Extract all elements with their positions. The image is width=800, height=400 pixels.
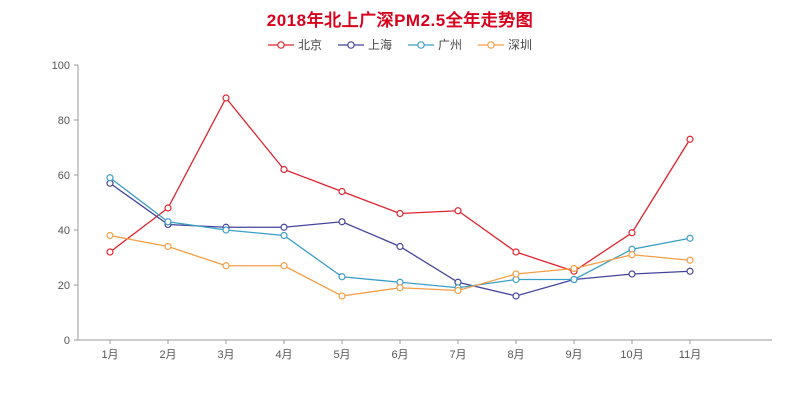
x-axis-label: 2月 [159, 349, 176, 361]
legend-item-label: 北京 [297, 38, 322, 52]
data-point [512, 270, 520, 278]
x-axis-label: 3月 [217, 349, 234, 361]
data-point [686, 234, 694, 242]
data-point [280, 262, 288, 270]
series-line [109, 177, 691, 289]
y-axis-label: 100 [52, 60, 70, 72]
data-point [686, 256, 694, 264]
legend-marker-icon [478, 40, 505, 49]
data-point [222, 226, 230, 234]
legend-item-label: 深圳 [508, 38, 533, 52]
legend-item[interactable]: 深圳 [478, 36, 532, 53]
y-axis-label: 40 [58, 225, 70, 237]
data-point [338, 292, 346, 300]
data-point [454, 286, 462, 295]
x-axis-label: 1月 [101, 349, 118, 361]
data-point [280, 231, 288, 240]
x-axis-label: 6月 [391, 349, 408, 361]
legend-marker-icon [267, 40, 294, 49]
y-axis-label: 0 [64, 335, 70, 347]
data-point [512, 248, 520, 256]
legend-marker-icon [408, 40, 434, 49]
data-point [628, 229, 636, 237]
x-axis-label: 4月 [275, 349, 292, 361]
data-point [164, 218, 172, 226]
y-axis-label: 20 [58, 280, 70, 292]
y-axis-label: 80 [58, 115, 70, 127]
data-point [628, 270, 636, 278]
legend-item[interactable]: 北京 [267, 36, 322, 53]
data-point [338, 187, 346, 196]
legend-marker-icon [337, 40, 364, 49]
data-point [106, 174, 114, 182]
data-point [512, 292, 520, 300]
data-point [164, 204, 172, 212]
data-point [570, 264, 578, 273]
x-axis-label: 7月 [449, 349, 466, 361]
data-point [454, 207, 462, 215]
data-point [686, 135, 694, 143]
data-point [686, 267, 694, 275]
chart-legend: 北京 上海 广州 深圳 [0, 36, 800, 53]
data-point [164, 242, 172, 251]
x-axis-label: 10月 [620, 349, 643, 361]
chart-title: 2018年北上广深PM2.5全年走势图 [266, 11, 534, 30]
y-axis-label: 60 [58, 170, 70, 182]
data-point [222, 94, 230, 102]
data-point [396, 284, 404, 292]
data-point [570, 275, 578, 284]
x-axis-label: 9月 [565, 349, 582, 361]
data-point [280, 223, 288, 231]
data-point [280, 165, 288, 174]
x-axis-label: 5月 [333, 349, 350, 361]
legend-item[interactable]: 上海 [337, 36, 392, 53]
x-axis-label: 11月 [679, 349, 701, 361]
data-point [222, 262, 230, 270]
data-point [106, 231, 114, 240]
legend-item[interactable]: 广州 [408, 36, 462, 53]
data-point [396, 242, 404, 251]
legend-item-label: 上海 [367, 38, 392, 52]
data-point [338, 273, 346, 281]
data-point [338, 218, 346, 226]
data-point [628, 251, 636, 259]
x-axis-label: 8月 [507, 349, 524, 361]
data-point [106, 248, 114, 256]
legend-item-label: 广州 [438, 38, 463, 52]
data-point [396, 209, 404, 218]
